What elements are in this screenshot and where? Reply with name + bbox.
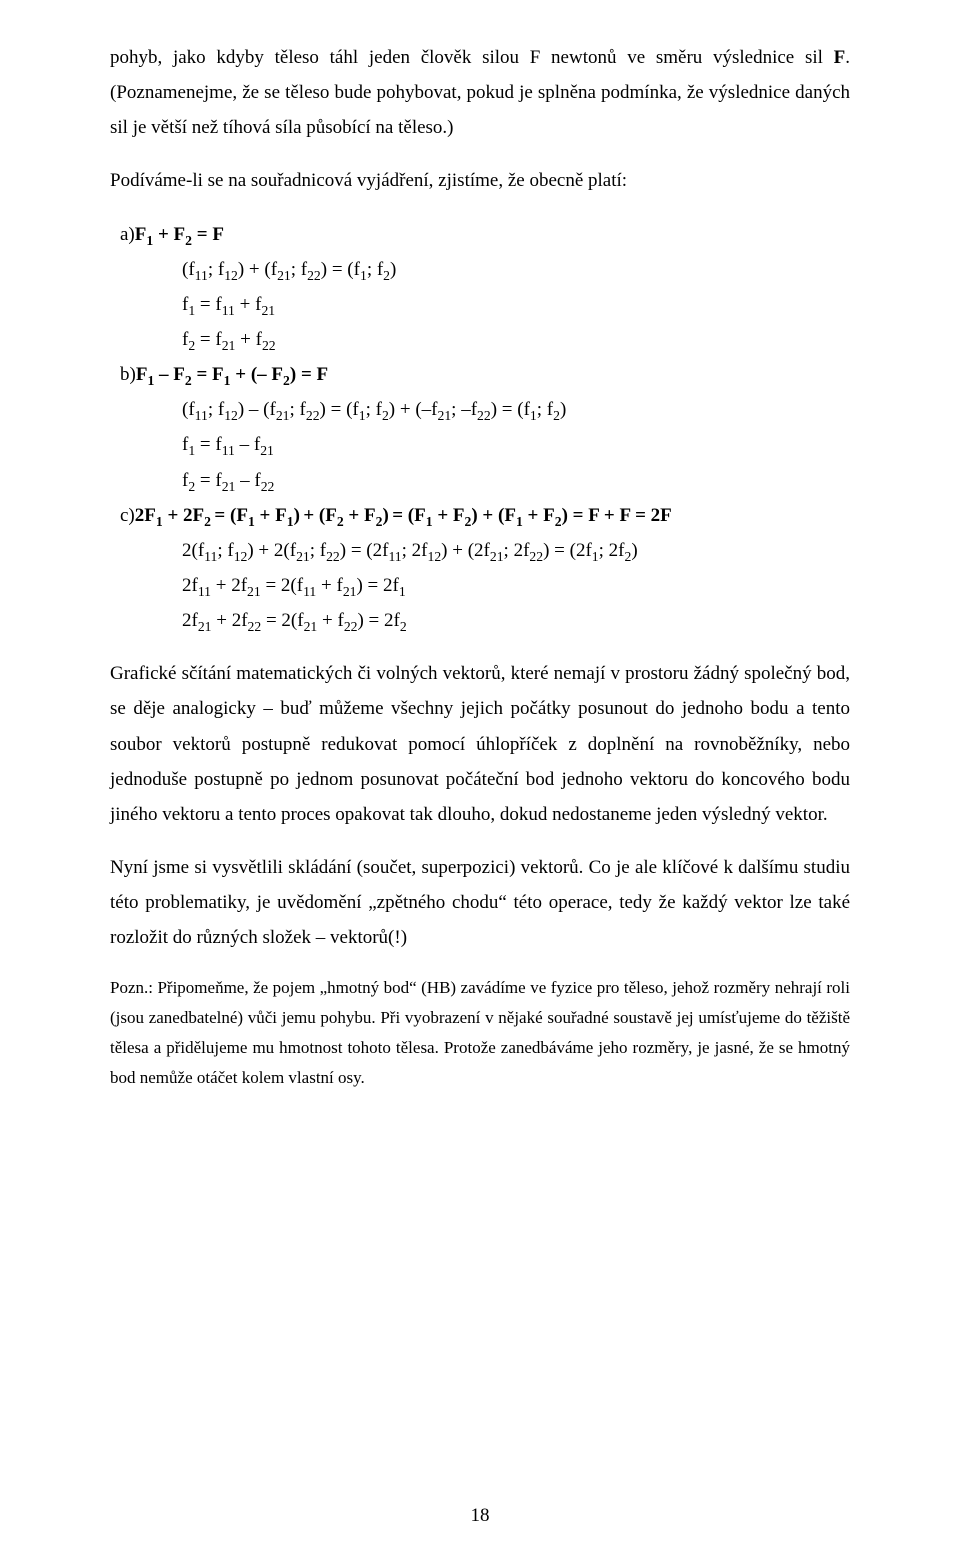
item-c-head: 2F1 + 2F2 = (F1 + F1) + (F2 + F2) = (F1 … (135, 505, 672, 526)
item-a: a)F1 + F2 = F (f11; f12) + (f21; f22) = … (110, 217, 850, 358)
graficke-text: Grafické sčítání matematických či volnýc… (110, 663, 850, 825)
item-c-line3: 2f21 + 2f22 = 2(f21 + f22) = 2f2 (146, 603, 850, 638)
item-a-line2: f1 = f11 + f21 (146, 287, 850, 322)
item-c-line1: 2(f11; f12) + 2(f21; f22) = (2f11; 2f12)… (146, 533, 850, 568)
item-c-line2: 2f11 + 2f21 = 2(f11 + f21) = 2f1 (146, 568, 850, 603)
nyni-paragraph: Nyní jsme si vysvětlili skládání (součet… (110, 850, 850, 955)
item-c-label: c) (120, 505, 135, 526)
lead-paragraph: Podíváme-li se na souřadnicová vyjádření… (110, 163, 850, 198)
item-b-line1: (f11; f12) – (f21; f22) = (f1; f2) + (–f… (146, 392, 850, 427)
equation-list: a)F1 + F2 = F (f11; f12) + (f21; f22) = … (110, 217, 850, 639)
page-number: 18 (0, 1505, 960, 1527)
intro-text-1: pohyb, jako kdyby těleso táhl jeden člov… (110, 47, 834, 68)
intro-paragraph: pohyb, jako kdyby těleso táhl jeden člov… (110, 40, 850, 145)
lead-text: Podíváme-li se na souřadnicová vyjádření… (110, 170, 627, 191)
item-b: b)F1 – F2 = F1 + (– F2) = F (f11; f12) –… (110, 357, 850, 498)
item-b-head: F1 – F2 = F1 + (– F2) = F (136, 364, 328, 385)
item-a-line1: (f11; f12) + (f21; f22) = (f1; f2) (146, 252, 850, 287)
item-b-label: b) (120, 364, 136, 385)
pozn-paragraph: Pozn.: Připomeňme, že pojem „hmotný bod“… (110, 973, 850, 1092)
nyni-text: Nyní jsme si vysvětlili skládání (součet… (110, 857, 850, 948)
intro-bold-F: F (834, 47, 846, 68)
item-b-line2: f1 = f11 – f21 (146, 427, 850, 462)
item-b-line3: f2 = f21 – f22 (146, 463, 850, 498)
item-c: c)2F1 + 2F2 = (F1 + F1) + (F2 + F2) = (F… (110, 498, 850, 639)
item-a-head: F1 + F2 = F (135, 224, 224, 245)
graficke-paragraph: Grafické sčítání matematických či volnýc… (110, 656, 850, 832)
page: pohyb, jako kdyby těleso táhl jeden člov… (0, 0, 960, 1557)
item-a-label: a) (120, 224, 135, 245)
item-a-line3: f2 = f21 + f22 (146, 322, 850, 357)
pozn-text: Pozn.: Připomeňme, že pojem „hmotný bod“… (110, 978, 850, 1086)
